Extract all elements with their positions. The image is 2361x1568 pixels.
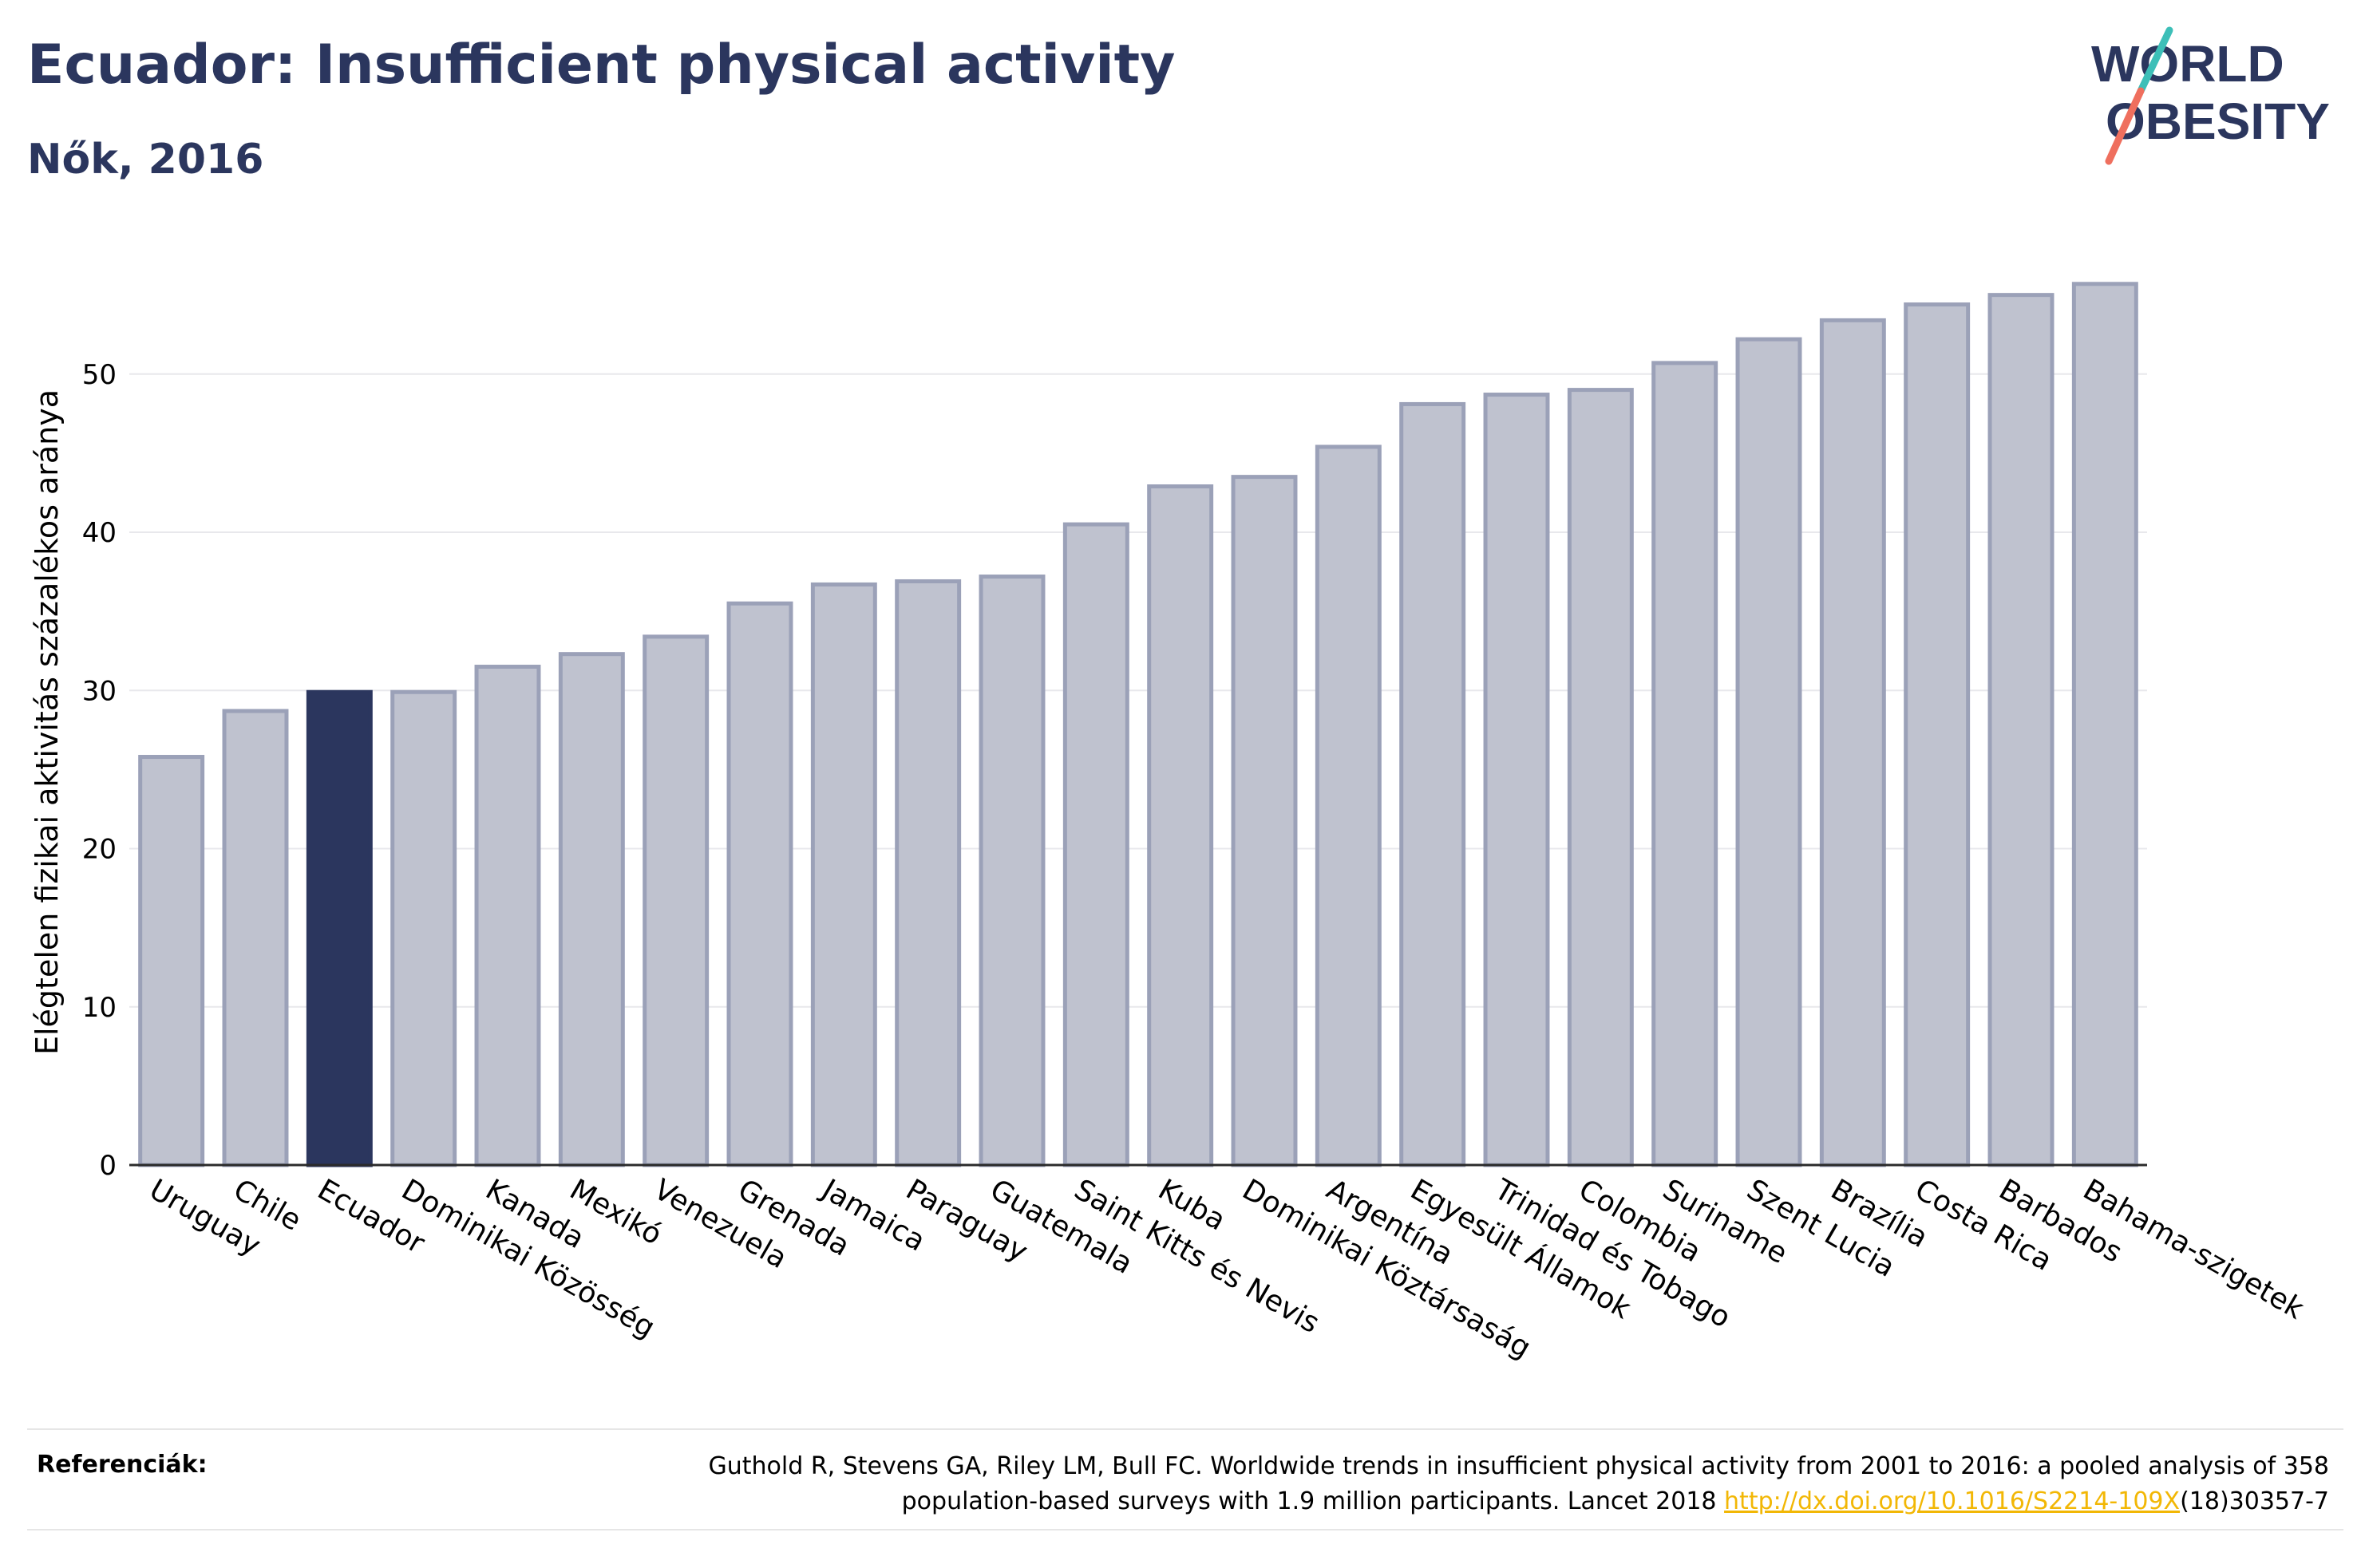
bar-dominikai-k-zt-rsas-g bbox=[1231, 475, 1298, 1167]
bar-kanada bbox=[474, 665, 541, 1167]
chart-subtitle: Nők, 2016 bbox=[27, 136, 264, 184]
bar-chile bbox=[222, 709, 289, 1167]
reference-line2: population-based surveys with 1.9 millio… bbox=[901, 1487, 1725, 1515]
references-text: Guthold R, Stevens GA, Riley LM, Bull FC… bbox=[493, 1449, 2329, 1519]
world-obesity-logo: WORLD OBESITY bbox=[2091, 26, 2330, 165]
bar-uruguay bbox=[138, 755, 205, 1167]
y-tick-label: 30 bbox=[82, 675, 117, 707]
reference-line2-suffix: (18)30357-7 bbox=[2180, 1487, 2329, 1515]
bar-dominikai-k-z-ss-g bbox=[390, 689, 457, 1167]
bar-egyes-lt-llamok bbox=[1399, 401, 1466, 1167]
y-tick-label: 40 bbox=[82, 517, 117, 549]
bar-braz-lia bbox=[1819, 318, 1886, 1167]
bar-bahama-szigetek bbox=[2071, 282, 2138, 1167]
footer-divider-top bbox=[27, 1428, 2343, 1430]
bar-suriname bbox=[1651, 361, 1718, 1167]
y-tick-label: 10 bbox=[82, 992, 117, 1024]
bar-grenada bbox=[726, 601, 793, 1167]
bar-szent-lucia bbox=[1735, 337, 1802, 1167]
bar-venezuela bbox=[643, 634, 710, 1167]
bar-paraguay bbox=[895, 579, 962, 1167]
y-tick-label: 20 bbox=[82, 834, 117, 866]
bar-ecuador bbox=[306, 689, 373, 1167]
bar-costa-rica bbox=[1904, 302, 1971, 1167]
bar-colombia bbox=[1567, 388, 1634, 1167]
bar-trinidad-s-tobago bbox=[1483, 393, 1550, 1167]
reference-doi-link[interactable]: http://dx.doi.org/10.1016/S2214-109X bbox=[1724, 1487, 2181, 1515]
reference-line1: Guthold R, Stevens GA, Riley LM, Bull FC… bbox=[708, 1452, 2329, 1480]
y-tick-label: 50 bbox=[82, 359, 117, 391]
bars bbox=[138, 282, 2138, 1167]
bar-argent-na bbox=[1315, 444, 1382, 1167]
footer-divider-bottom bbox=[27, 1529, 2343, 1530]
y-axis-label: Elégtelen fizikai aktivitás százalékos a… bbox=[30, 389, 65, 1055]
logo-line1: WORLD bbox=[2091, 35, 2284, 93]
bar-saint-kitts-s-nevis bbox=[1062, 522, 1129, 1167]
references-label: Referenciák: bbox=[37, 1451, 208, 1479]
chart-title: Ecuador: Insufficient physical activity bbox=[27, 34, 1176, 97]
logo-slash-coral bbox=[2105, 87, 2145, 165]
bar-mexik- bbox=[558, 652, 625, 1167]
y-axis-ticks: 0 10 20 30 40 50 bbox=[82, 359, 117, 1182]
logo-line2: OBESITY bbox=[2106, 93, 2330, 150]
bar-guatemala bbox=[979, 575, 1046, 1167]
bar-barbados bbox=[1987, 293, 2055, 1167]
bar-kuba bbox=[1147, 484, 1214, 1167]
logo-slash-teal bbox=[2137, 26, 2173, 95]
y-tick-label: 0 bbox=[99, 1150, 117, 1182]
bar-jamaica bbox=[810, 582, 877, 1167]
